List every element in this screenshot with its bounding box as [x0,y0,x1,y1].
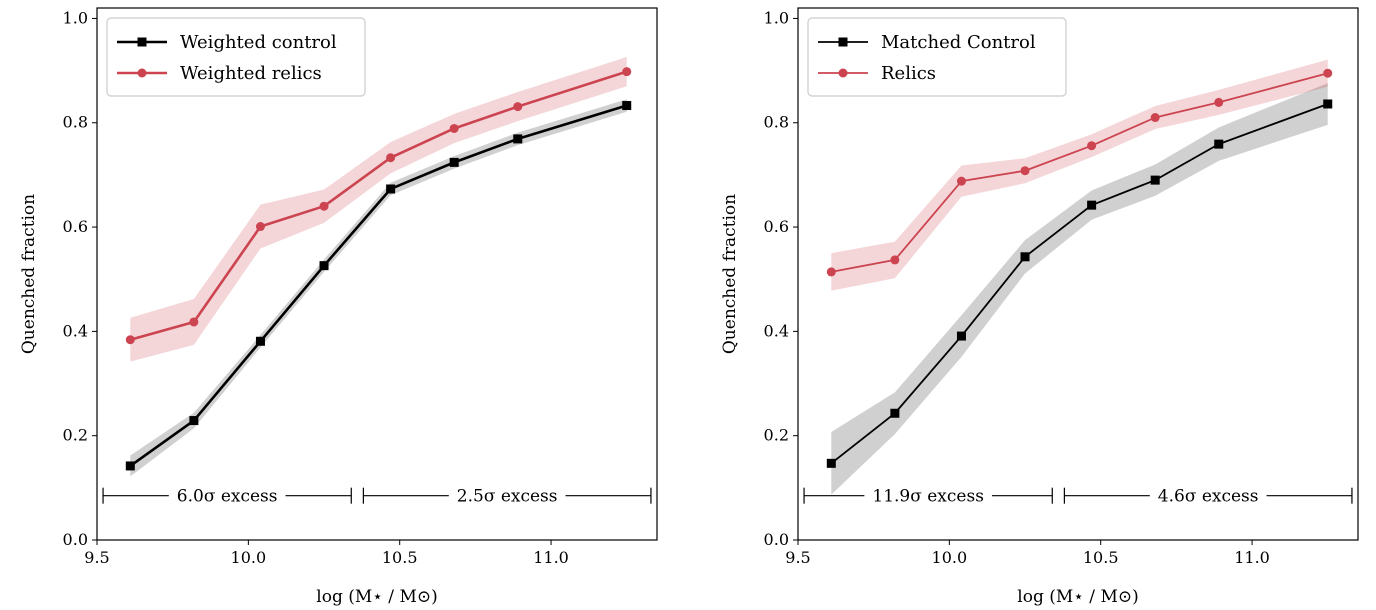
series-line-1 [830,103,1329,465]
series-line-2 [831,72,1328,273]
data-point-square [1323,99,1333,109]
chart-panel-2: 0.0 0.2 0.4 0.6 0.8 1.0 9.5 10.0 10.5 11.0 log (M⋆… [720,7,1359,607]
data-point-circle [449,123,459,133]
data-point-circle [255,222,265,232]
excess-label: 6.0σ excess [177,487,278,507]
data-point-square [386,184,396,194]
legend-label: Relics [881,63,936,84]
data-point-square [890,408,900,418]
data-point-circle [1323,68,1333,78]
excess-annotation-1: 6.0σ excess [102,487,352,507]
x-tick-label: 10.5 [1083,548,1119,567]
y-axis-label: Quenched fraction [720,194,740,354]
legend: Weighted control Weighted relics [106,17,366,97]
series-band-1 [831,83,1328,495]
x-tick-label: 10.0 [231,548,267,567]
y-tick-label: 0.2 [63,426,88,445]
plot-area [125,57,632,477]
excess-label: 2.5σ excess [457,487,558,507]
data-point-circle [1087,141,1097,151]
data-point-square [956,331,966,341]
data-point-circle [125,335,135,345]
y-tick-label: 0.6 [764,217,789,236]
y-tick-label: 0.6 [63,217,88,236]
excess-annotation-2: 2.5σ excess [362,487,652,507]
data-point-square [1214,139,1224,149]
excess-annotation-1: 11.9σ excess [803,487,1053,507]
data-point-square [1150,175,1160,185]
legend-box [106,17,366,97]
data-point-square [125,461,135,471]
data-point-square [1087,200,1097,210]
x-tick-label: 11.0 [1234,548,1270,567]
y-tick-label: 0.2 [764,426,789,445]
y-tick-label: 0.4 [764,321,789,340]
data-point-circle [319,201,329,211]
y-tick-label: 0.0 [63,530,88,549]
y-axis-label: Quenched fraction [19,194,39,354]
data-point-circle [1150,113,1160,123]
y-tick-label: 1.0 [764,8,789,27]
legend-label: Matched Control [881,32,1036,53]
x-tick-label: 10.0 [932,548,968,567]
y-tick-label: 0.0 [764,530,789,549]
data-point-square [622,101,632,111]
excess-label: 11.9σ excess [872,487,984,507]
x-axis-label: log (M⋆ / M⊙) [316,587,437,607]
data-point-circle [1020,166,1030,176]
data-point-square [1020,252,1030,262]
y-tick-label: 1.0 [63,8,88,27]
series-line-2 [129,70,628,341]
data-point-circle [189,317,199,327]
legend-swatch-marker [137,68,147,78]
data-point-circle [826,267,836,277]
plot-area [826,59,1333,495]
series-line-1 [129,104,628,467]
legend-swatch-marker [838,68,848,78]
plot-frame [96,7,658,541]
excess-label: 4.6σ excess [1158,487,1259,507]
data-point-circle [386,153,396,163]
series-band-2 [130,57,627,362]
data-point-circle [890,255,900,265]
legend-label: Weighted control [180,32,337,53]
data-point-circle [622,67,632,77]
x-tick-label: 9.5 [84,548,109,567]
plot-frame [797,7,1359,541]
series-band-2 [831,59,1328,291]
y-tick-label: 0.8 [764,113,789,132]
data-point-circle [1214,97,1224,107]
data-point-square [513,134,523,144]
legend-swatch-marker [137,37,147,47]
data-point-square [449,157,459,167]
y-tick-label: 0.4 [63,321,88,340]
data-point-square [319,261,329,271]
chart-panel-1: 0.0 0.2 0.4 0.6 0.8 1.0 9.5 10.0 10.5 11.0 log (M⋆… [19,7,658,607]
x-tick-label: 11.0 [533,548,569,567]
data-point-circle [513,102,523,112]
x-tick-label: 9.5 [785,548,810,567]
x-tick-label: 10.5 [382,548,418,567]
legend: Matched Control Relics [807,17,1067,97]
data-point-square [189,416,199,426]
legend-label: Weighted relics [180,63,322,84]
series-band-1 [130,99,627,477]
data-point-square [255,336,265,346]
data-point-circle [956,176,966,186]
excess-annotation-2: 4.6σ excess [1063,487,1353,507]
data-point-square [826,458,836,468]
legend-swatch-marker [838,37,848,47]
x-axis-label: log (M⋆ / M⊙) [1017,587,1138,607]
y-tick-label: 0.8 [63,113,88,132]
legend-box [807,17,1067,97]
